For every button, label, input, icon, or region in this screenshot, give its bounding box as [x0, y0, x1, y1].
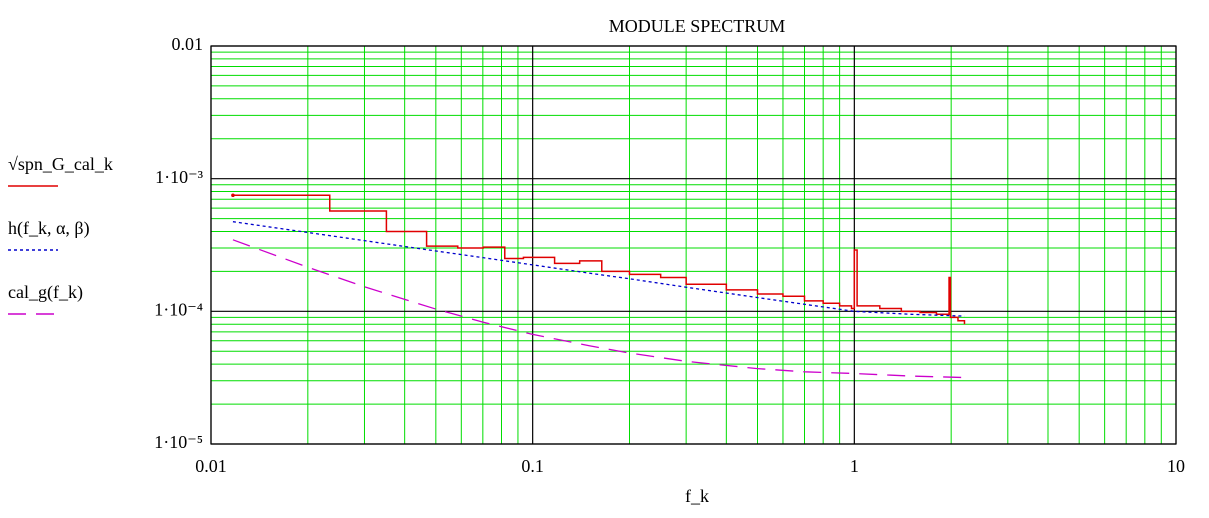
- x-tick-label: 0.01: [195, 456, 227, 476]
- x-tick-label: 10: [1167, 456, 1185, 476]
- y-tick-label: 1·10⁻⁵: [154, 432, 203, 452]
- series-line: [232, 221, 965, 317]
- y-tick-label: 1·10⁻³: [155, 167, 203, 187]
- y-tick-label: 1·10⁻⁴: [154, 299, 203, 319]
- y-tick-label: 0.01: [172, 34, 204, 54]
- chart-title: MODULE SPECTRUM: [609, 16, 786, 36]
- series-line: [232, 194, 966, 325]
- series-start-point: [231, 193, 235, 198]
- legend-label: cal_g(f_k): [8, 282, 83, 303]
- legend-label: h(f_k, α, β): [8, 218, 90, 239]
- x-tick-label: 0.1: [521, 456, 544, 476]
- legend-label: √spn_G_cal_k: [8, 154, 113, 174]
- x-tick-label: 1: [850, 456, 859, 476]
- plot-frame: [210, 45, 1177, 445]
- x-axis-label: f_k: [685, 486, 709, 506]
- series-line: [232, 239, 965, 379]
